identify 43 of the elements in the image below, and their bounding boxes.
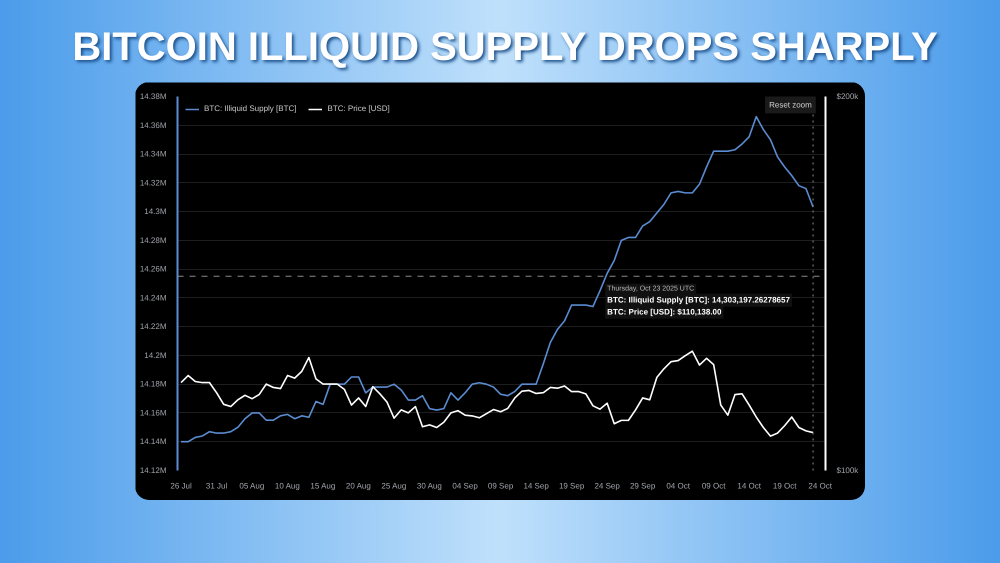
y-tick-label: 14.26M: [140, 264, 167, 274]
x-tick-label: 09 Oct: [702, 482, 726, 490]
annotation: BTC: Price [USD]: $110,138.00: [607, 308, 722, 317]
y-tick-label: 14.2M: [144, 350, 167, 360]
x-tick-label: 04 Oct: [666, 482, 691, 490]
legend-label: BTC: Illiquid Supply [BTC]: [204, 104, 296, 113]
x-tick-label: 24 Sep: [594, 482, 620, 490]
chart-title: BITCOIN ILLIQUID SUPPLY DROPS SHARPLY: [72, 24, 938, 71]
x-tick-label: 19 Oct: [772, 482, 798, 490]
x-tick-label: 14 Sep: [523, 482, 550, 490]
x-tick-label: 30 Aug: [416, 482, 442, 490]
y2-tick-label: $200k: [836, 92, 860, 101]
x-tick-label: 10 Aug: [274, 482, 300, 490]
x-tick-label: 15 Aug: [310, 482, 336, 490]
y-tick-label: 14.22M: [140, 322, 167, 332]
x-tick-label: 19 Sep: [558, 482, 585, 490]
y-tick-label: 14.18M: [140, 380, 167, 389]
y-tick-label: 14.14M: [140, 437, 167, 446]
x-tick-label: 05 Aug: [239, 482, 264, 490]
y-tick-label: 14.16M: [140, 408, 167, 418]
x-tick-label: 04 Sep: [452, 482, 478, 490]
annotation: Reset zoom: [769, 100, 812, 110]
line-series: [180, 350, 814, 437]
x-tick-label: 24 Oct: [808, 482, 833, 490]
x-tick-label: 31 Jul: [206, 482, 228, 490]
y-tick-label: 14.3M: [144, 207, 167, 216]
x-tick-label: 14 Oct: [737, 482, 762, 490]
line-series: [180, 116, 814, 443]
y2-tick-label: $100k: [836, 466, 860, 475]
x-tick-label: 09 Sep: [488, 482, 514, 490]
x-tick-label: 26 Jul: [170, 482, 192, 490]
y-tick-label: 14.32M: [140, 178, 167, 188]
y-tick-label: 14.24M: [140, 293, 167, 302]
x-tick-label: 20 Aug: [346, 482, 371, 490]
y-tick-label: 14.12M: [140, 466, 167, 475]
y-tick-label: 14.28M: [140, 236, 167, 245]
y-tick-label: 14.38M: [140, 92, 167, 101]
x-tick-label: 25 Aug: [381, 482, 406, 490]
y-tick-label: 14.34M: [140, 150, 167, 159]
legend-label: BTC: Price [USD]: [327, 104, 390, 113]
x-tick-label: 29 Sep: [630, 482, 656, 490]
y-tick-label: 14.36M: [140, 120, 167, 130]
annotation: BTC: Illiquid Supply [BTC]: 14,303,197.26278657: [607, 296, 790, 305]
